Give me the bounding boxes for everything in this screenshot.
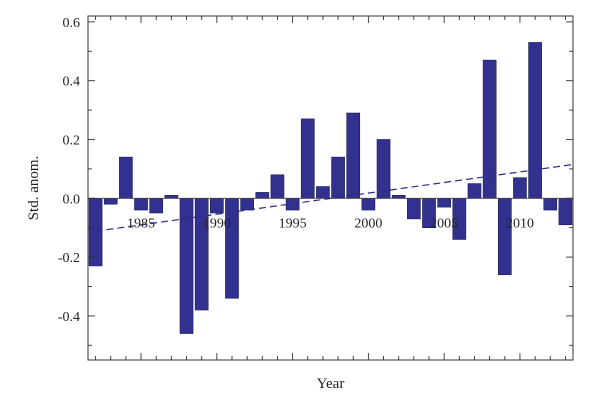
x-tick-label: 2000 bbox=[354, 216, 382, 231]
bar-2009 bbox=[497, 197, 512, 276]
bar-2002 bbox=[391, 195, 406, 199]
bar-2003 bbox=[407, 197, 421, 220]
bar-1989 bbox=[194, 197, 209, 311]
bar-2000 bbox=[361, 197, 376, 211]
bar-1993 bbox=[255, 192, 270, 199]
y-tick-label: 0.2 bbox=[63, 133, 81, 148]
bar-1990 bbox=[210, 197, 224, 214]
x-tick-label: 1985 bbox=[127, 216, 155, 231]
bar-1983 bbox=[103, 197, 118, 205]
bar-1992 bbox=[240, 197, 254, 211]
bar-1985 bbox=[134, 197, 148, 211]
x-tick-label: 2005 bbox=[430, 216, 458, 231]
bar-1982 bbox=[88, 197, 103, 267]
x-tick-label: 1990 bbox=[203, 216, 231, 231]
y-tick-label: -0.4 bbox=[58, 310, 80, 325]
x-tick-label: 2010 bbox=[506, 216, 534, 231]
bar-2011 bbox=[528, 42, 542, 199]
x-tick-label: 1995 bbox=[279, 216, 307, 231]
bar-1986 bbox=[149, 197, 164, 214]
bar-1987 bbox=[164, 195, 179, 199]
plot-frame bbox=[87, 15, 574, 361]
bar-1984 bbox=[119, 156, 133, 199]
y-tick-label: 0.0 bbox=[63, 192, 81, 207]
bar-2007 bbox=[467, 183, 482, 199]
bar-2008 bbox=[482, 59, 497, 199]
bar-1997 bbox=[316, 186, 330, 199]
bar-2013 bbox=[558, 197, 573, 226]
y-tick-label: 0.6 bbox=[63, 16, 81, 31]
bar-1999 bbox=[346, 112, 361, 199]
bar-1998 bbox=[331, 156, 345, 199]
y-axis-title: Std. anom. bbox=[26, 156, 42, 221]
x-axis-title: Year bbox=[317, 376, 345, 392]
trend-line bbox=[95, 163, 574, 232]
y-tick-label: -0.2 bbox=[58, 251, 80, 266]
bar-2010 bbox=[513, 177, 527, 199]
bar-1994 bbox=[270, 174, 285, 199]
bar-2012 bbox=[543, 197, 558, 211]
bar-1996 bbox=[300, 118, 315, 199]
y-tick-label: 0.4 bbox=[63, 75, 81, 90]
bar-2001 bbox=[376, 139, 391, 199]
bar-2005 bbox=[437, 197, 451, 208]
